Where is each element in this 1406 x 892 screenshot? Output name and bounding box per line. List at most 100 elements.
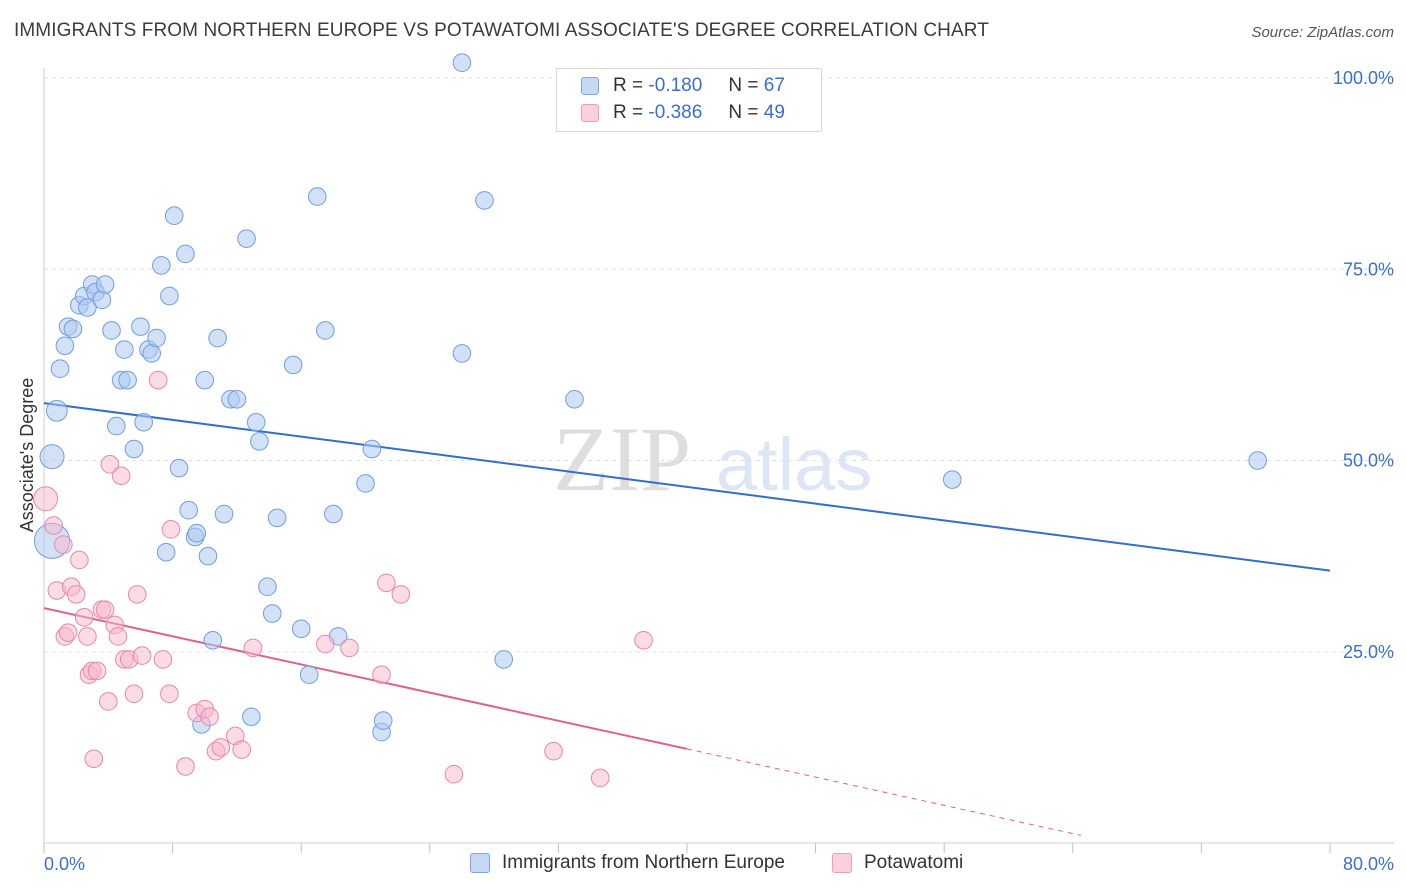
point-northern-europe <box>1248 451 1267 470</box>
point-northern-europe <box>118 370 137 390</box>
point-potawatomi <box>74 608 94 627</box>
point-northern-europe <box>262 604 282 623</box>
point-northern-europe <box>258 577 277 597</box>
point-northern-europe <box>299 665 319 685</box>
series-legend-northern-europe[interactable]: Immigrants from Northern Europe <box>470 852 785 874</box>
watermark-zip: ZIP <box>553 408 691 510</box>
point-potawatomi <box>391 585 411 604</box>
point-northern-europe <box>152 256 171 275</box>
point-northern-europe <box>942 470 962 489</box>
point-northern-europe <box>475 191 494 210</box>
point-potawatomi <box>66 585 86 604</box>
point-potawatomi <box>58 623 78 642</box>
point-potawatomi <box>340 638 359 658</box>
point-potawatomi <box>211 738 231 757</box>
series-swatch-pink <box>832 853 852 873</box>
point-potawatomi <box>316 634 335 654</box>
stats-legend: R = -0.180 N = 67 R = -0.386 N = 49 <box>556 68 822 132</box>
point-northern-europe <box>63 319 83 339</box>
point-northern-europe <box>227 390 247 409</box>
point-northern-europe <box>102 321 121 340</box>
point-northern-europe <box>452 344 472 363</box>
legend-n-label: N = <box>728 75 759 96</box>
point-northern-europe <box>92 290 112 310</box>
point-northern-europe <box>214 504 234 524</box>
trend-line-potawatomi <box>43 607 688 750</box>
trend-line-potawatomi-extension <box>686 748 1081 836</box>
point-potawatomi <box>444 764 464 784</box>
point-northern-europe <box>291 619 311 639</box>
point-potawatomi <box>87 661 107 681</box>
legend-swatch-blue <box>581 77 599 95</box>
point-northern-europe <box>316 321 335 340</box>
point-potawatomi <box>70 550 89 570</box>
legend-n-value: 67 <box>763 75 785 96</box>
watermark-atlas: atlas <box>716 423 872 506</box>
legend-n-label: N = <box>728 102 759 123</box>
point-potawatomi <box>377 573 396 593</box>
point-northern-europe <box>307 187 327 206</box>
point-potawatomi <box>243 638 263 658</box>
point-northern-europe <box>494 650 514 669</box>
point-potawatomi <box>590 768 610 788</box>
point-northern-europe <box>169 458 189 478</box>
point-northern-europe <box>45 399 68 422</box>
source-credit: Source: ZipAtlas.com <box>1251 24 1394 41</box>
legend-r-value: -0.386 <box>648 102 703 123</box>
y-tick-label: 100.0% <box>1333 68 1394 88</box>
legend-r-label: R = <box>613 75 644 96</box>
point-northern-europe <box>107 416 126 436</box>
series-legend: Immigrants from Northern Europe Potawato… <box>0 852 1406 878</box>
point-potawatomi <box>127 585 147 604</box>
point-northern-europe <box>237 229 256 248</box>
point-potawatomi <box>111 466 131 486</box>
point-potawatomi <box>153 650 173 669</box>
point-northern-europe <box>452 53 472 73</box>
point-northern-europe <box>78 298 97 317</box>
point-northern-europe <box>39 444 65 470</box>
series-name: Potawatomi <box>864 852 964 873</box>
point-northern-europe <box>134 412 153 432</box>
legend-r-value: -0.180 <box>648 75 703 96</box>
point-potawatomi <box>33 486 59 512</box>
point-northern-europe <box>195 370 215 390</box>
point-potawatomi <box>372 665 391 685</box>
legend-n-value: 49 <box>763 102 785 123</box>
series-legend-potawatomi[interactable]: Potawatomi <box>832 852 963 874</box>
point-northern-europe <box>179 500 198 520</box>
point-northern-europe <box>246 412 266 432</box>
point-potawatomi <box>99 692 118 711</box>
point-northern-europe <box>356 474 375 493</box>
point-northern-europe <box>147 328 166 348</box>
series-name: Immigrants from Northern Europe <box>502 852 785 873</box>
gridlines <box>44 77 1394 653</box>
legend-r-label: R = <box>613 102 644 123</box>
point-potawatomi <box>148 370 168 390</box>
point-northern-europe <box>176 244 195 264</box>
point-northern-europe <box>324 504 343 524</box>
point-northern-europe <box>267 508 287 528</box>
point-northern-europe <box>203 630 223 650</box>
y-tick-label: 25.0% <box>1343 642 1394 662</box>
point-potawatomi <box>200 707 219 727</box>
point-northern-europe <box>187 523 207 543</box>
point-potawatomi <box>108 627 128 646</box>
point-northern-europe <box>124 439 144 459</box>
point-potawatomi <box>160 684 179 704</box>
point-potawatomi <box>53 535 73 554</box>
x-tick-label-left: 0.0% <box>44 854 85 874</box>
point-northern-europe <box>198 546 218 566</box>
series-swatch-blue <box>470 853 490 873</box>
point-potawatomi <box>100 455 120 474</box>
watermark: ZIP atlas <box>553 408 872 510</box>
point-northern-europe <box>242 707 261 727</box>
point-potawatomi <box>84 749 104 769</box>
legend-swatch-pink <box>581 104 599 122</box>
legend-row-northern-europe: R = -0.180 N = 67 <box>581 74 785 98</box>
point-potawatomi <box>124 684 144 704</box>
point-northern-europe <box>250 432 269 451</box>
point-northern-europe <box>50 359 70 379</box>
point-northern-europe <box>362 439 382 459</box>
y-tick-label: 50.0% <box>1343 451 1394 471</box>
point-potawatomi <box>78 627 97 646</box>
